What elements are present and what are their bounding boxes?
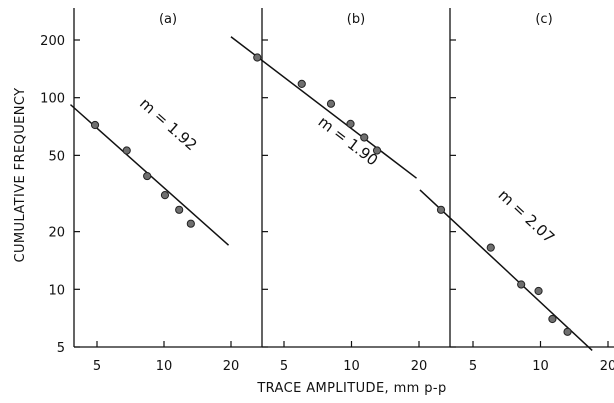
data-point [360, 133, 369, 142]
data-point [143, 171, 152, 181]
data-point [90, 120, 100, 130]
x-tick-label: 20 [223, 359, 240, 374]
y-tick-label: 100 [40, 92, 65, 107]
x-tick-label: 5 [469, 359, 477, 374]
data-point [346, 119, 355, 128]
x-axis-label: TRACE AMPLITUDE, mm p-p [256, 381, 446, 396]
data-point [160, 191, 170, 200]
panels-group: 5 10 20 50 100 200 5 10 20 (a) m = 1.92 5 10 20 (b) m =… [40, 8, 614, 374]
data-point [486, 243, 495, 252]
panel-label: (a) [159, 12, 177, 27]
slope-label: m = 1.92 [136, 94, 200, 154]
data-point [175, 205, 184, 214]
x-tick-label: 10 [156, 359, 173, 374]
x-tick-label: 10 [343, 359, 360, 374]
x-tick-label: 5 [280, 359, 288, 374]
x-tick-label: 20 [411, 359, 428, 374]
panel-1: 5 10 20 50 100 200 5 10 20 (a) m = 1.92 [40, 8, 262, 374]
data-point [253, 53, 262, 62]
data-point [122, 146, 131, 155]
y-tick-label: 5 [57, 341, 65, 356]
y-tick-label: 10 [48, 283, 65, 298]
data-point [436, 205, 446, 214]
y-tick-label: 200 [40, 34, 65, 49]
y-tick-label: 50 [48, 149, 65, 164]
x-tick-label: 20 [600, 359, 614, 374]
x-tick-label: 10 [532, 359, 549, 374]
y-tick-label: 20 [48, 226, 65, 241]
data-point [186, 219, 195, 228]
data-point [534, 286, 543, 296]
data-point [517, 280, 526, 289]
fit-line [230, 36, 417, 179]
data-point [326, 99, 336, 108]
panel-label: (b) [347, 12, 365, 27]
data-point [548, 314, 557, 324]
fit-line [419, 189, 593, 351]
x-tick-label: 5 [93, 359, 101, 374]
panel-label: (c) [535, 12, 552, 27]
y-axis-label: CUMULATIVE FREQUENCY [13, 88, 28, 263]
data-point [372, 146, 382, 155]
panel-3: 5 10 20 (c) m = 2.07 [419, 8, 614, 374]
slope-label: m = 2.07 [495, 186, 559, 247]
data-point [297, 79, 306, 89]
panel-2: 5 10 20(b)m = 1.90 [230, 8, 450, 374]
data-point [563, 327, 572, 336]
